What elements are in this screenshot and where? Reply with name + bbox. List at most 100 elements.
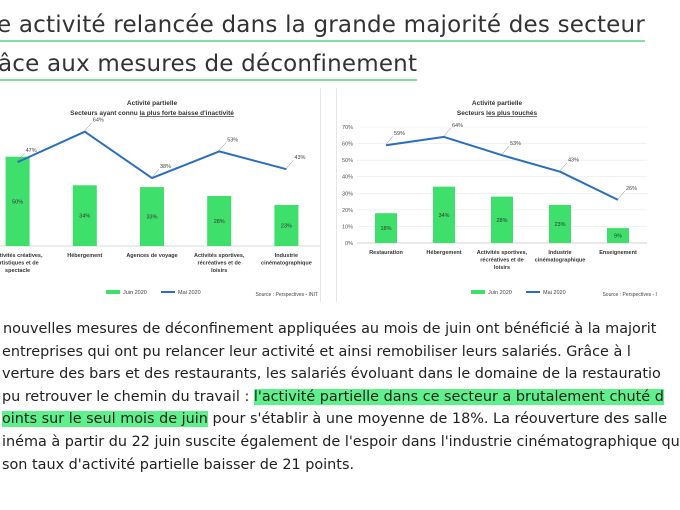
- bar: [72, 185, 97, 246]
- paragraph-text: pour s'établir à une moyenne de 18%. La …: [207, 411, 668, 428]
- bar: [549, 204, 571, 243]
- line-value-label: 64%: [452, 123, 463, 129]
- chart-panel-plus-touches: Activité partielle Secteurs les plus touc…: [336, 88, 657, 302]
- bar-value-label: 18%: [380, 226, 391, 232]
- paragraph-line: nouvelles mesures de déconfinement appli…: [3, 321, 657, 337]
- paragraph-line: son taux d'activité partielle baisser de…: [2, 456, 355, 473]
- category-label: cinématographique: [535, 258, 586, 264]
- line-value-label: 47%: [26, 148, 37, 154]
- bar: [491, 196, 513, 243]
- line-value-label: 43%: [568, 158, 579, 164]
- bar-value-label: 28%: [214, 219, 225, 225]
- y-tick-label: 40%: [342, 175, 353, 181]
- bar: [140, 187, 164, 246]
- category-label: Hébergement: [426, 250, 461, 256]
- bar: [274, 204, 299, 246]
- chart-title: Activité partielle: [472, 100, 523, 107]
- category-label: artistiques et de: [0, 261, 39, 267]
- legend-label: Juin 2020: [123, 290, 147, 296]
- paragraph-line: oints sur le seul mois de juin pour s'ét…: [2, 408, 680, 431]
- leader-line: [17, 152, 25, 162]
- category-label: Activités créatives,: [0, 253, 43, 259]
- paragraph-line: inéma à partir du 22 juin suscite égalem…: [2, 433, 680, 450]
- leader-line: [617, 190, 626, 200]
- y-tick-label: 50%: [342, 158, 353, 164]
- chart-title: Activité partielle: [127, 100, 178, 107]
- category-label: récréatives et de: [197, 261, 240, 267]
- leader-line: [501, 146, 510, 155]
- paragraph-text: pu retrouver le chemin du travail :: [2, 388, 254, 405]
- line-value-label: 38%: [160, 164, 171, 170]
- line-value-label: 26%: [626, 186, 637, 192]
- chart-forte-baisse: Activité partielle Secteurs ayant connu l…: [0, 100, 320, 298]
- paragraph-line: verture des bars et des restaurants, les…: [2, 366, 661, 383]
- leader-line: [443, 127, 452, 137]
- chart-plus-touches: Activité partielle Secteurs les plus touc…: [342, 100, 657, 298]
- category-label: loisirs: [494, 265, 510, 271]
- category-label: Restauration: [369, 250, 403, 256]
- legend-swatch-bar: [471, 290, 485, 294]
- line-value-label: 59%: [394, 131, 405, 137]
- y-tick-label: 70%: [342, 125, 353, 131]
- category-label: Hébergement: [67, 253, 102, 259]
- page-heading-line-1: e activité relancée dans la grande major…: [0, 12, 645, 42]
- bar-value-label: 50%: [12, 199, 23, 205]
- line-value-label: 64%: [93, 118, 104, 124]
- y-tick-label: 10%: [342, 224, 353, 230]
- chart-source: Source : Perspectives - INIT: [255, 292, 318, 298]
- chart-subtitle-underlined: la plus forte baisse d'inactivité: [139, 110, 234, 117]
- category-label: spectacle: [5, 268, 30, 274]
- bar-value-label: 33%: [146, 215, 157, 221]
- highlighted-text: oints sur le seul mois de juin: [2, 411, 208, 428]
- bar-value-label: 23%: [281, 223, 292, 229]
- series-line: [385, 135, 619, 201]
- leader-line: [219, 142, 227, 151]
- line-value-label: 53%: [227, 137, 238, 143]
- highlighted-text: l'activité partielle dans ce secteur a b…: [253, 388, 664, 405]
- paragraph-line: pu retrouver le chemin du travail : l'ac…: [2, 386, 680, 409]
- leader-line: [559, 162, 568, 171]
- category-label: récréatives et de: [480, 258, 523, 264]
- bar: [375, 213, 397, 243]
- series-line: [17, 130, 287, 180]
- leader-line: [84, 122, 92, 131]
- chart-subtitle: Secteurs les plus touchés: [457, 110, 538, 117]
- category-label: cinématographique: [261, 261, 312, 267]
- y-tick-label: 20%: [342, 208, 353, 214]
- y-tick-label: 30%: [342, 191, 353, 197]
- bar: [433, 186, 455, 243]
- category-label: loisirs: [211, 268, 227, 274]
- chart-source: Source : Perspectives - INIT: [602, 292, 657, 298]
- chart-subtitle: Secteurs ayant connu la plus forte baiss…: [70, 110, 234, 117]
- category-label: Enseignement: [599, 250, 637, 256]
- leader-line: [286, 160, 294, 169]
- bar-value-label: 34%: [79, 214, 90, 220]
- category-label: Activités sportives,: [194, 253, 245, 259]
- bar-value-label: 23%: [554, 222, 565, 228]
- chart-subtitle-underlined: les plus touchés: [486, 110, 537, 117]
- category-label: Activités sportives,: [477, 250, 528, 256]
- y-tick-label: 60%: [342, 142, 353, 148]
- bar: [5, 156, 30, 246]
- legend-label: Mai 2020: [543, 290, 566, 296]
- category-label: Industrie: [548, 250, 571, 256]
- chart-subtitle-text: Secteurs: [457, 110, 486, 117]
- chart-panel-forte-baisse: Activité partielle Secteurs ayant connu l…: [0, 88, 321, 302]
- body-paragraph: nouvelles mesures de déconfinement appli…: [0, 318, 680, 476]
- bar-value-label: 9%: [614, 234, 622, 240]
- bar: [607, 228, 629, 243]
- category-label: Industrie: [275, 253, 298, 259]
- bar-value-label: 34%: [438, 213, 449, 219]
- line-value-label: 53%: [510, 141, 521, 147]
- bar-value-label: 28%: [496, 218, 507, 224]
- page-heading-line-2: âce aux mesures de déconfinement: [0, 51, 418, 81]
- legend-swatch-bar: [106, 290, 120, 294]
- line-value-label: 43%: [294, 155, 305, 161]
- leader-line: [151, 168, 160, 178]
- bar: [207, 196, 232, 246]
- category-label: Agences de voyage: [126, 253, 177, 259]
- chart-subtitle-text: Secteurs ayant connu: [70, 110, 139, 117]
- leader-line: [385, 136, 394, 145]
- paragraph-line: entreprises qui ont pu relancer leur act…: [2, 343, 631, 360]
- legend-label: Mai 2020: [178, 290, 201, 296]
